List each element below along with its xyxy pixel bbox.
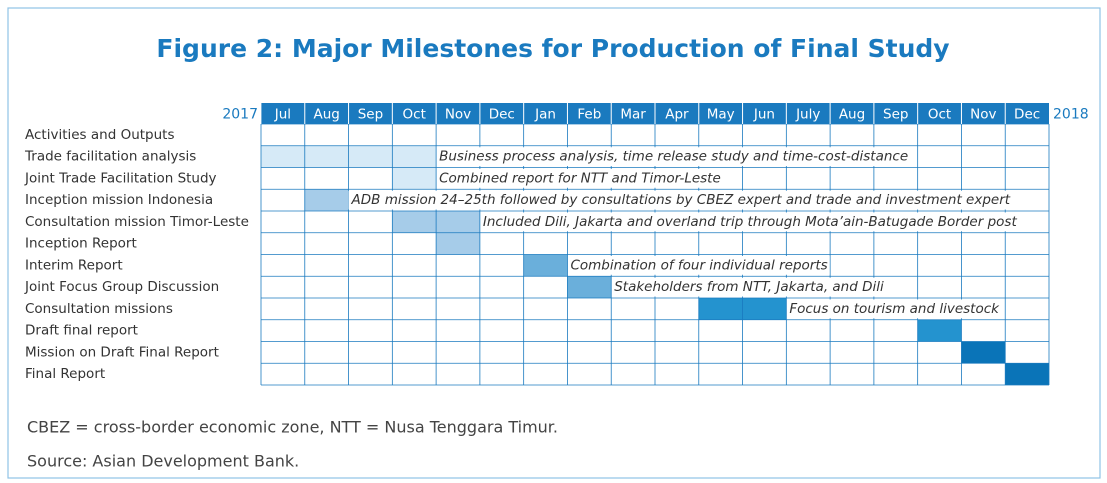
month-label: Mar — [620, 107, 646, 123]
month-label: May — [707, 107, 735, 123]
activity-bar — [392, 167, 437, 190]
activity-label: Interim Report — [25, 257, 123, 273]
activity-bar — [961, 341, 1006, 364]
month-label: Jan — [534, 107, 556, 123]
activity-note: Business process analysis, time release … — [439, 149, 908, 165]
activity-note: Stakeholders from NTT, Jakarta, and Dili — [614, 279, 884, 295]
month-label: Nov — [445, 107, 471, 123]
activity-bar — [436, 232, 480, 255]
activity-label: Joint Focus Group Discussion — [24, 279, 219, 295]
activity-bar — [1005, 363, 1049, 385]
activity-label: Final Report — [25, 366, 105, 382]
month-label: July — [795, 107, 820, 123]
month-label: Sep — [358, 107, 383, 123]
note-background — [348, 190, 1013, 210]
footnote: CBEZ = cross-border economic zone, NTT =… — [27, 418, 558, 437]
note-background — [437, 169, 723, 188]
title: Figure 2: Major Milestones for Productio… — [156, 34, 949, 63]
activity-bar — [304, 189, 349, 211]
activity-label: Joint Trade Facilitation Study — [24, 170, 217, 186]
activity-bar — [567, 276, 612, 298]
month-label: Dec — [1014, 107, 1040, 123]
activity-note: Combination of four individual reports — [570, 257, 827, 273]
header-label: Activities and Outputs — [25, 127, 175, 143]
activity-note: Included Dili, Jakarta and overland trip… — [483, 214, 1018, 230]
source: Source: Asian Development Bank. — [27, 452, 299, 471]
month-label: Oct — [928, 107, 951, 123]
note-background — [568, 256, 830, 275]
note-background — [787, 299, 1003, 319]
month-label: Nov — [970, 107, 996, 123]
activity-label: Inception Report — [25, 236, 137, 252]
activity-label: Draft final report — [25, 323, 138, 339]
month-label: Jul — [274, 107, 291, 123]
start-year: 2017 — [222, 107, 258, 123]
end-year: 2018 — [1053, 107, 1089, 123]
month-label: Dec — [489, 107, 515, 123]
month-label: Aug — [313, 107, 339, 123]
note-background — [480, 212, 1020, 232]
month-label: Sep — [883, 107, 908, 123]
activity-note: ADB mission 24–25th followed by consulta… — [351, 192, 1011, 208]
note-background — [437, 147, 911, 166]
activity-label: Trade facilitation analysis — [24, 149, 196, 165]
activity-label: Consultation mission Timor-Leste — [25, 214, 249, 230]
note-background — [612, 277, 887, 297]
activity-note: Focus on tourism and livestock — [789, 301, 1000, 317]
activity-bar — [917, 319, 962, 342]
activity-label: Mission on Draft Final Report — [25, 344, 219, 360]
month-label: Apr — [665, 107, 689, 123]
month-label: Feb — [577, 107, 601, 123]
activity-bar — [523, 254, 568, 277]
activity-label: Inception mission Indonesia — [25, 192, 213, 208]
activity-note: Combined report for NTT and Timor-Leste — [439, 170, 721, 186]
month-label: Aug — [839, 107, 865, 123]
month-label: Oct — [403, 107, 426, 123]
month-label: Jun — [753, 107, 775, 123]
activity-label: Consultation missions — [25, 301, 173, 317]
frame — [7, 7, 1101, 479]
